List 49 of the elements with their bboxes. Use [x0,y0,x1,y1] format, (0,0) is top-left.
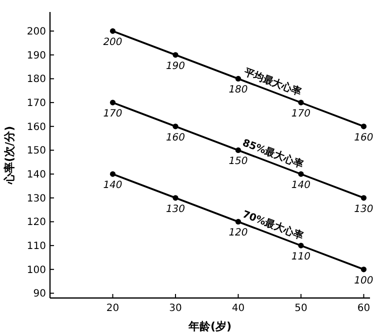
y-tick-label: 120 [26,217,46,228]
point [110,171,116,177]
point [235,147,242,154]
data-label: 160 [354,132,374,144]
data-label: 150 [228,156,248,168]
y-tick-label: 160 [26,122,46,133]
data-label: 100 [354,275,374,286]
data-label: 160 [166,132,186,144]
x-tick-label: 30 [169,303,182,314]
point [172,124,178,130]
point [360,266,367,272]
data-label: 140 [291,180,311,192]
y-tick-label: 190 [26,50,46,62]
y-tick-label: 200 [26,26,46,38]
point [360,195,367,201]
y-tick-label: 110 [26,241,46,252]
x-tick-label: 60 [357,303,370,314]
y-tick-label: 150 [26,146,46,157]
data-label: 180 [228,84,248,96]
x-axis-title: 年龄(岁) [187,320,232,333]
x-tick-label: 20 [106,303,120,314]
y-tick-label: 180 [26,74,46,86]
point [360,124,367,130]
y-tick-label: 130 [26,193,46,204]
x-tick-label: 40 [232,303,245,314]
data-label: 130 [354,204,374,215]
point [298,171,304,177]
point [298,242,304,248]
data-label: 200 [103,37,122,48]
data-label: 140 [103,180,122,192]
data-label: 170 [291,108,311,120]
data-label: 110 [291,252,311,263]
y-tick-label: 170 [26,98,46,110]
point [172,195,178,201]
point [172,52,178,58]
data-label: 190 [166,60,186,72]
point [110,100,116,106]
y-tick-label: 100 [26,264,46,276]
point [235,76,242,82]
data-label: 120 [228,228,248,239]
y-tick-label: 90 [33,288,46,300]
data-label: 130 [166,204,186,215]
x-tick-label: 50 [294,303,308,314]
y-tick-label: 140 [26,170,46,181]
point [298,100,304,106]
point [110,28,116,34]
data-label: 170 [103,108,122,120]
y-axis-title: 心率(次/分) [3,126,16,186]
point [235,218,242,225]
